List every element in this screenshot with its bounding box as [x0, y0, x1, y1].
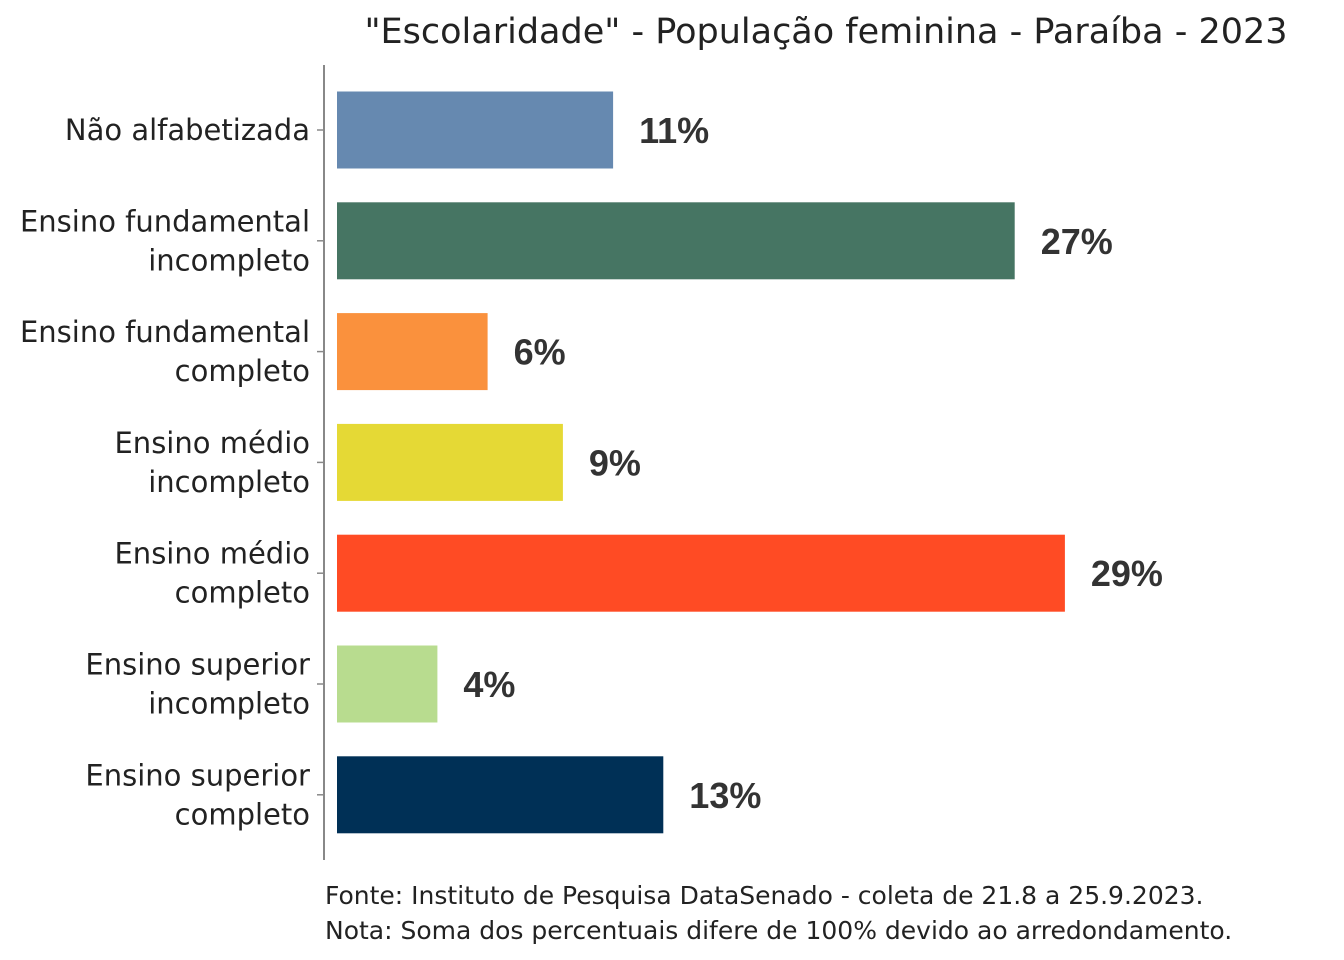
category-label: Não alfabetizada	[65, 113, 310, 147]
category-label: Ensino médio	[114, 537, 310, 571]
category-label: incompleto	[148, 465, 310, 499]
data-label: 6%	[514, 332, 566, 373]
category-label: Ensino fundamental	[20, 315, 310, 349]
bar	[337, 91, 614, 169]
category-label: completo	[175, 797, 310, 831]
category-label: Ensino médio	[114, 426, 310, 460]
category-label: Ensino fundamental	[20, 204, 310, 238]
rounding-note: Nota: Soma dos percentuais difere de 100…	[325, 916, 1232, 945]
category-label: incompleto	[148, 687, 310, 721]
data-label: 27%	[1041, 221, 1113, 262]
bar	[337, 756, 664, 834]
data-label: 11%	[639, 110, 709, 151]
chart-title: "Escolaridade" - População feminina - Pa…	[364, 12, 1287, 52]
source-note: Fonte: Instituto de Pesquisa DataSenado …	[325, 881, 1203, 910]
category-label: completo	[175, 354, 310, 388]
bar	[337, 645, 438, 723]
category-label: Ensino superior	[85, 648, 310, 682]
category-label: Ensino superior	[85, 758, 310, 792]
bar	[337, 313, 488, 391]
bar	[337, 534, 1065, 612]
data-label: 13%	[689, 775, 761, 816]
category-label: completo	[175, 576, 310, 610]
category-label: incompleto	[148, 243, 310, 277]
data-label: 9%	[589, 442, 641, 483]
bar	[337, 202, 1015, 280]
data-label: 29%	[1091, 553, 1163, 594]
bar	[337, 423, 563, 501]
data-label: 4%	[463, 664, 515, 705]
